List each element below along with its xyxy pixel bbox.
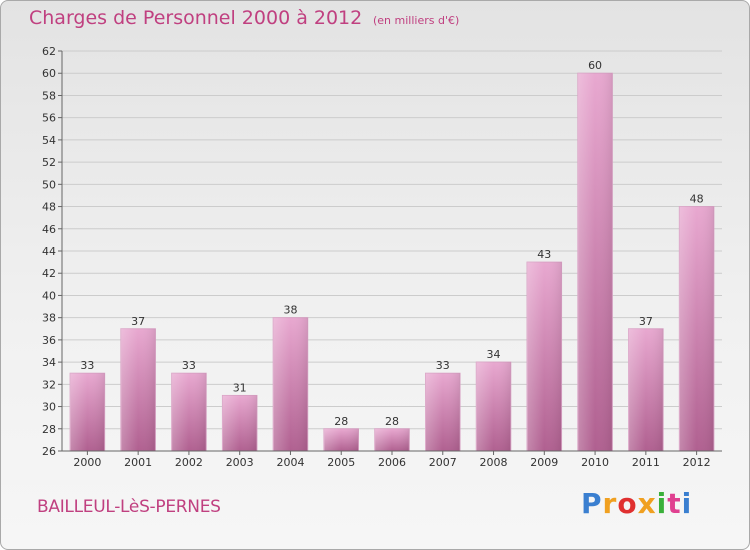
data-label-2009: 43 xyxy=(537,248,551,261)
y-tick-label: 50 xyxy=(42,178,56,191)
y-tick-label: 38 xyxy=(42,312,56,325)
bar-shine-2005 xyxy=(323,428,359,451)
y-tick-label: 30 xyxy=(42,401,56,414)
y-tick-label: 46 xyxy=(42,223,56,236)
x-tick-label-2012: 2012 xyxy=(683,456,711,469)
bar-shine-2008 xyxy=(476,362,511,451)
bar-shine-2000 xyxy=(70,373,105,451)
logo-letter: i xyxy=(656,487,668,520)
data-label-2000: 33 xyxy=(80,359,94,372)
x-tick-label-2006: 2006 xyxy=(378,456,406,469)
x-tick-label-2008: 2008 xyxy=(480,456,508,469)
data-label-2012: 48 xyxy=(690,193,704,206)
data-label-2004: 38 xyxy=(283,304,297,317)
y-tick-label: 26 xyxy=(42,445,56,458)
x-tick-label-2000: 2000 xyxy=(73,456,101,469)
y-tick-label: 42 xyxy=(42,267,56,280)
x-tick-label-2010: 2010 xyxy=(581,456,609,469)
data-label-2007: 33 xyxy=(436,359,450,372)
data-label-2002: 33 xyxy=(182,359,196,372)
logo-letter: o xyxy=(617,487,638,520)
x-tick-label-2004: 2004 xyxy=(276,456,304,469)
y-tick-label: 52 xyxy=(42,156,56,169)
bar-shine-2001 xyxy=(120,328,156,451)
axes: 26 28 30 32 34 36 38 40 42 44 46 48 50 52 54 56 58 60 62 20… xyxy=(42,45,722,469)
y-tick-label: 44 xyxy=(42,245,56,258)
y-tick-label: 62 xyxy=(42,45,56,58)
bar-shine-2004 xyxy=(273,317,308,451)
commune-name: BAILLEUL-LèS-PERNES xyxy=(37,497,221,517)
logo-letter: i xyxy=(681,487,693,520)
bar-shine-2002 xyxy=(171,373,207,451)
y-tick-label: 32 xyxy=(42,378,56,391)
chart-title: Charges de Personnel 2000 à 2012 xyxy=(29,7,363,29)
chart-subtitle: (en milliers d'€) xyxy=(373,14,460,27)
logo-letter: t xyxy=(667,487,682,520)
x-tick-label-2003: 2003 xyxy=(226,456,254,469)
bar-shine-2006 xyxy=(374,428,410,451)
data-label-2001: 37 xyxy=(131,315,145,328)
x-tick-label-2001: 2001 xyxy=(124,456,152,469)
x-tick-label-2009: 2009 xyxy=(530,456,558,469)
data-label-2008: 34 xyxy=(487,348,501,361)
y-tick-label: 54 xyxy=(42,134,56,147)
logo-letter: r xyxy=(602,487,618,520)
grid-lines xyxy=(62,50,722,452)
y-tick-label: 58 xyxy=(42,89,56,102)
data-label-2010: 60 xyxy=(588,59,602,72)
bar-shine-2011 xyxy=(628,328,664,451)
proxiti-logo: Proxiti xyxy=(581,487,692,520)
bar-shine-2007 xyxy=(425,373,461,451)
x-tick-label-2002: 2002 xyxy=(175,456,203,469)
x-tick-label-2011: 2011 xyxy=(632,456,660,469)
logo-letter: P xyxy=(581,487,603,520)
y-tick-label: 60 xyxy=(42,67,56,80)
bars: 33 37 33 31 38 28 28 33 34 43 60 37 48 xyxy=(69,59,715,452)
data-label-2006: 28 xyxy=(385,415,399,428)
y-tick-label: 48 xyxy=(42,201,56,214)
x-tick-label-2007: 2007 xyxy=(429,456,457,469)
y-tick-label: 28 xyxy=(42,423,56,436)
data-label-2003: 31 xyxy=(233,381,247,394)
bar-shine-2012 xyxy=(679,206,714,451)
logo-letter: x xyxy=(637,487,657,520)
data-label-2011: 37 xyxy=(639,315,653,328)
y-tick-label: 40 xyxy=(42,289,56,302)
bar-shine-2010 xyxy=(577,73,613,451)
bar-shine-2009 xyxy=(527,262,562,451)
x-tick-label-2005: 2005 xyxy=(327,456,355,469)
bar-shine-2003 xyxy=(222,395,257,451)
y-tick-label: 34 xyxy=(42,356,56,369)
data-label-2005: 28 xyxy=(334,415,348,428)
y-tick-label: 56 xyxy=(42,112,56,125)
y-tick-label: 36 xyxy=(42,334,56,347)
